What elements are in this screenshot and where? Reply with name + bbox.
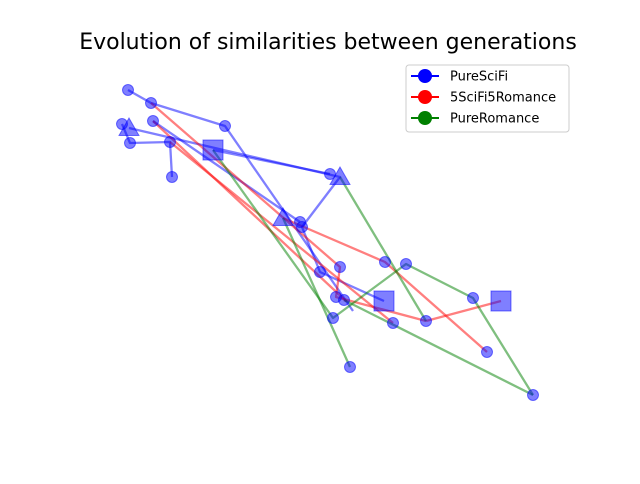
data-point-circle-6 [166, 171, 178, 183]
data-point-circle-18 [400, 258, 412, 270]
data-point-circle-5 [164, 136, 176, 148]
legend-label-1: 5SciFi5Romance [450, 91, 556, 106]
data-point-circle-1 [145, 97, 157, 109]
series-line-blue4 [152, 120, 301, 223]
legend-label-0: PureSciFi [450, 70, 508, 85]
series-line-green2 [339, 176, 427, 322]
data-point-circle-0 [122, 84, 134, 96]
data-point-circle-22 [481, 346, 493, 358]
series-line-red5 [425, 299, 502, 323]
marker-layer [116, 84, 539, 401]
series-line-red3 [169, 141, 394, 324]
series-line-green3 [281, 217, 352, 368]
data-point-circle-7 [219, 120, 231, 132]
legend-marker-2 [418, 111, 432, 125]
data-point-circle-4 [124, 137, 136, 149]
data-point-square-29 [490, 290, 512, 312]
data-point-circle-17 [379, 256, 391, 268]
series-layer [120, 88, 534, 397]
data-point-square-27 [202, 139, 224, 161]
data-point-circle-2 [147, 115, 159, 127]
data-point-triangle-24 [118, 116, 140, 136]
data-point-circle-10 [296, 221, 308, 233]
data-point-triangle-25 [329, 165, 351, 185]
data-point-circle-19 [387, 317, 399, 329]
series-line-blue5 [212, 148, 331, 176]
series-line-blue3 [128, 126, 385, 303]
series-line-green4 [343, 298, 534, 397]
legend-frame [405, 64, 570, 133]
data-point-square-28 [373, 290, 395, 312]
data-point-circle-11 [314, 266, 326, 278]
data-point-circle-12 [334, 261, 346, 273]
data-point-circle-14 [338, 294, 350, 306]
data-point-circle-20 [420, 315, 432, 327]
data-point-circle-16 [344, 361, 356, 373]
chart-title: Evolution of similarities between genera… [79, 30, 577, 55]
legend-marker-0 [418, 69, 432, 83]
legend-label-2: PureRomance [450, 112, 539, 127]
data-point-circle-23 [527, 389, 539, 401]
data-point-circle-15 [327, 312, 339, 324]
legend: PureSciFi 5SciFi5Romance PureRomance [405, 64, 570, 133]
data-point-triangle-26 [272, 206, 294, 226]
legend-marker-1 [418, 90, 432, 104]
series-line-green1 [212, 149, 534, 396]
data-point-circle-21 [467, 292, 479, 304]
series-line-red1 [150, 102, 427, 323]
